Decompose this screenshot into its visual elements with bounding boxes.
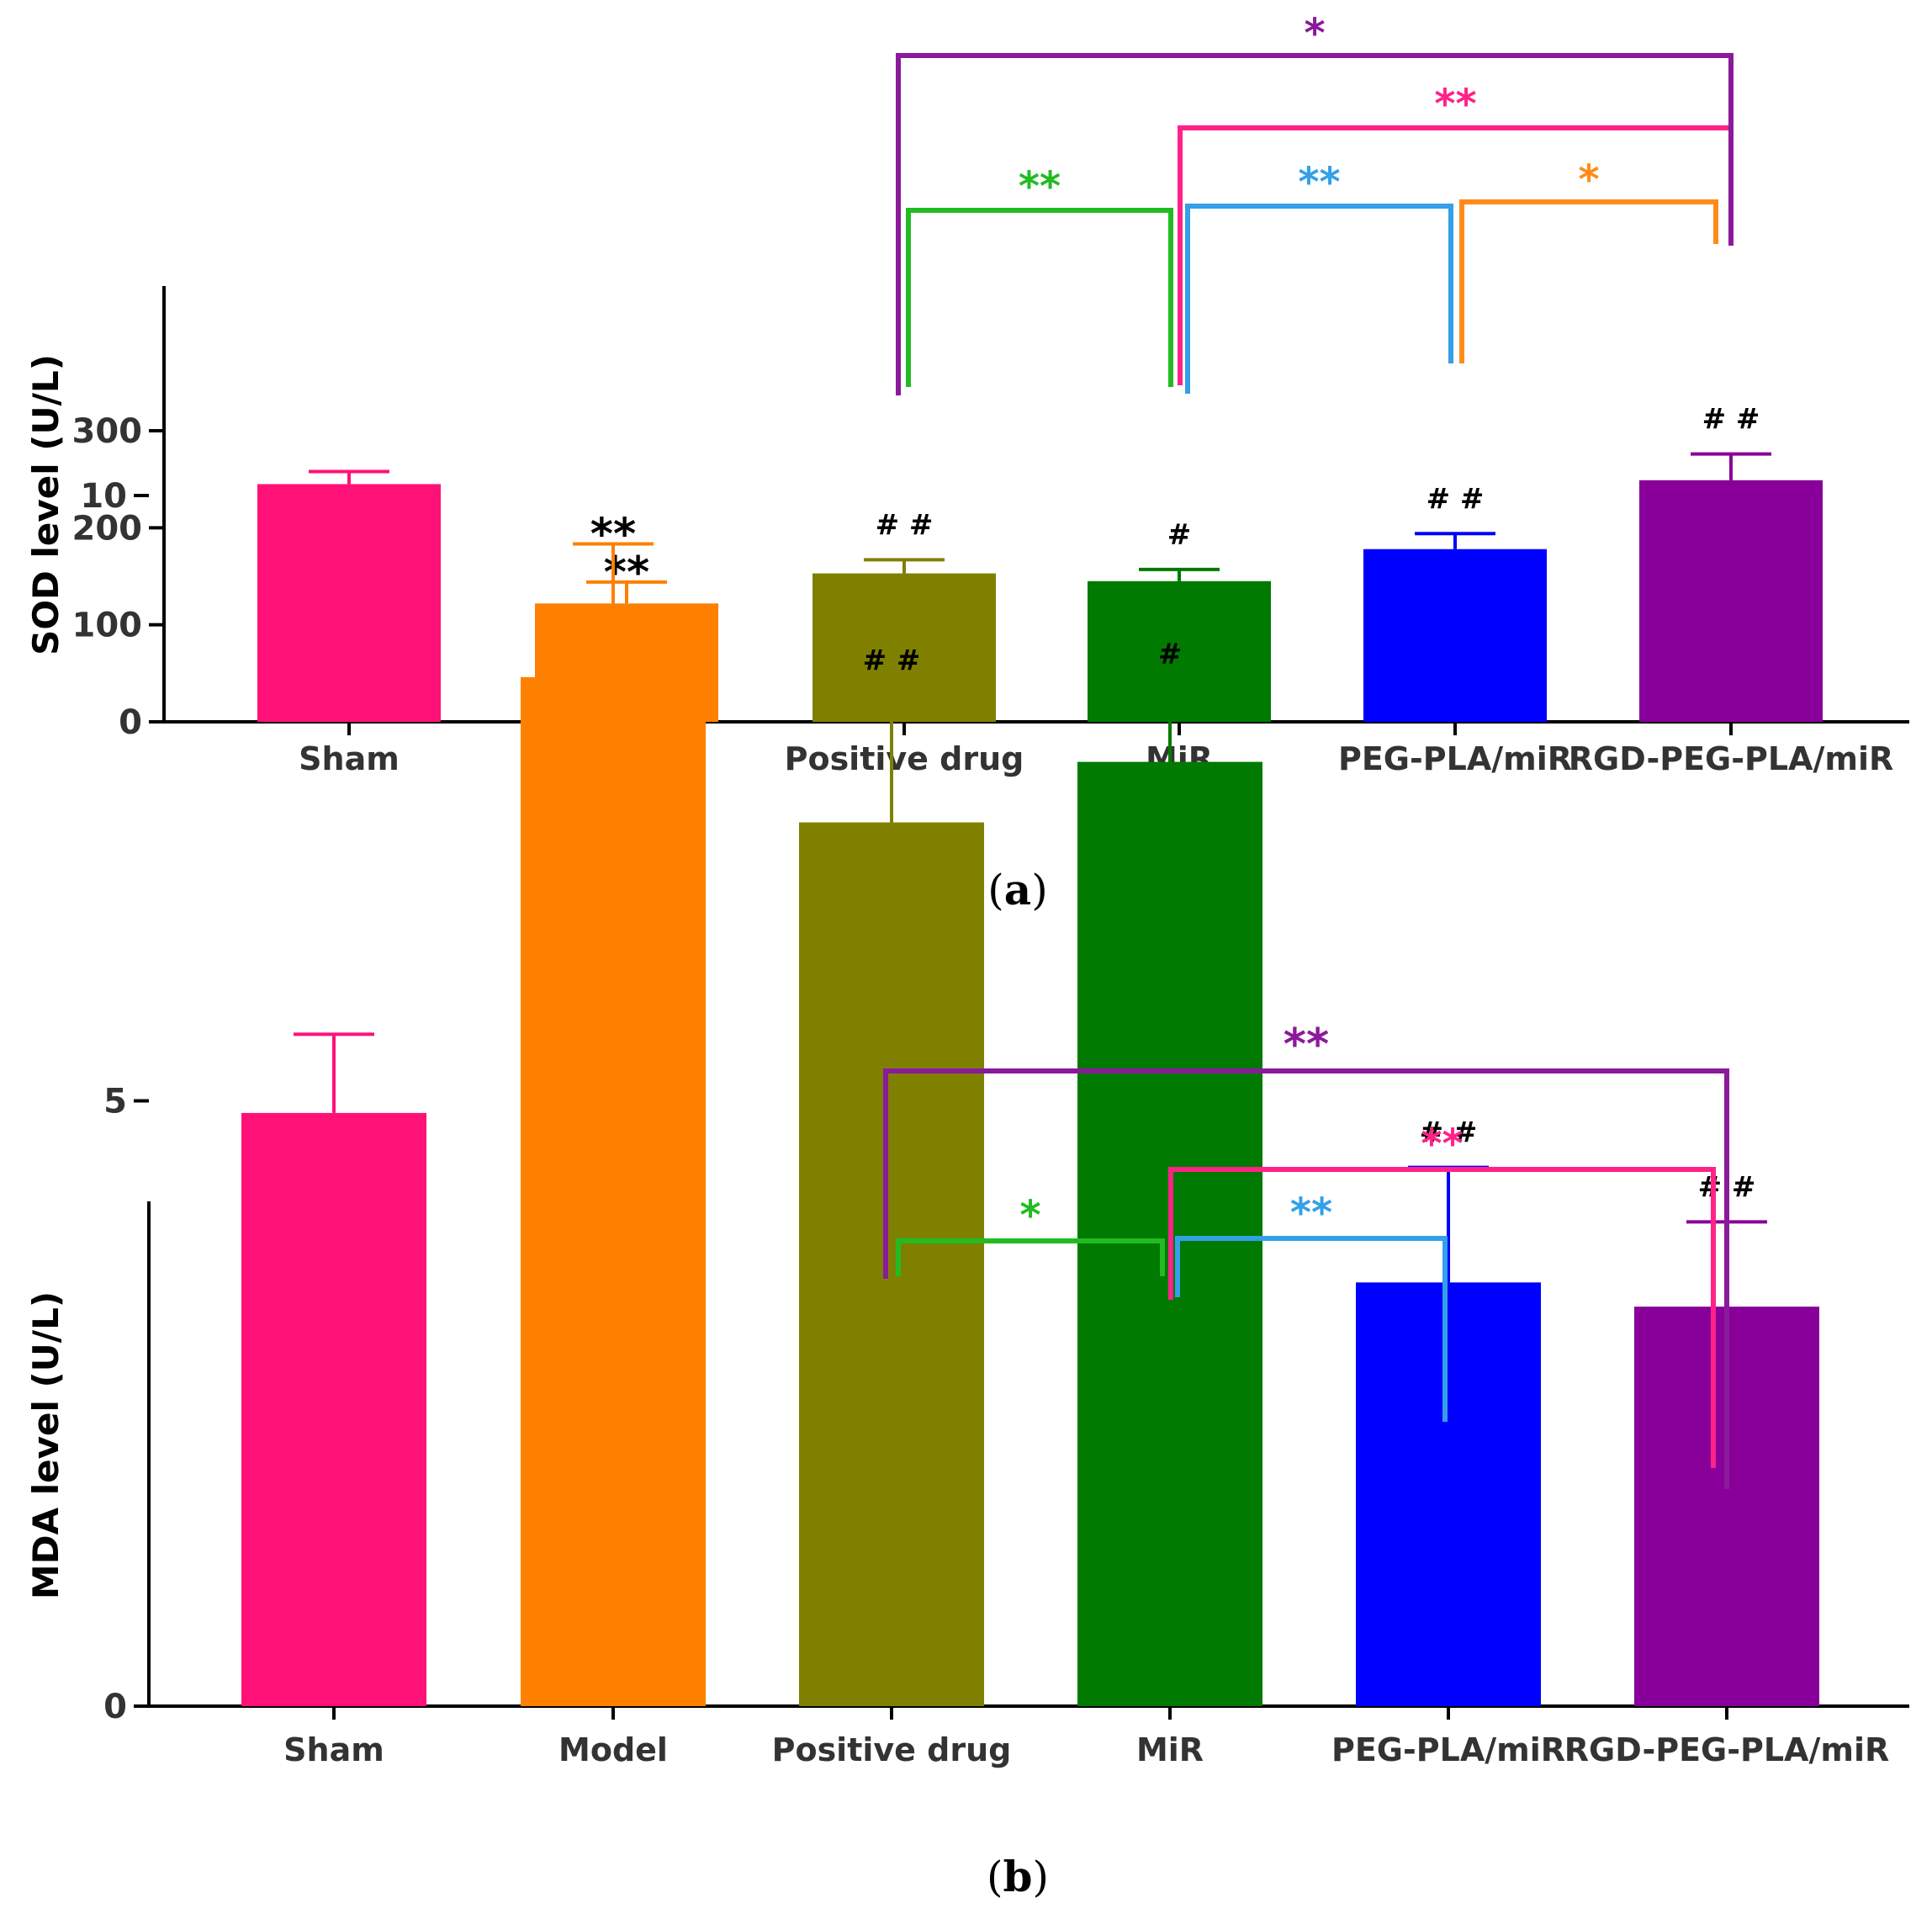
y-axis-title: SOD level (U/L) [25, 354, 66, 655]
y-tick-label: 0 [103, 1688, 127, 1726]
bracket-significance-label: ** [1298, 159, 1340, 206]
significance-star: ** [604, 548, 649, 598]
comparison-bracket [883, 1068, 1729, 1489]
bracket-significance-label: ** [1284, 1020, 1329, 1070]
category-label: RGD-PEG-PLA/miR [1564, 1731, 1889, 1768]
comparison-bracket [1168, 1167, 1716, 1468]
bracket-significance-label: ** [1290, 1190, 1332, 1237]
category-label: Model [558, 1731, 668, 1768]
y-axis-title: MDA level (U/L) [25, 1291, 66, 1599]
category-label: RGD-PEG-PLA/miR [1569, 740, 1893, 777]
bar [812, 573, 996, 722]
y-tick-label: 300 [72, 412, 143, 451]
comparison-bracket [1178, 125, 1734, 385]
bar [799, 822, 984, 1706]
bar [1639, 480, 1823, 722]
significance-hash: # # [1427, 482, 1485, 516]
significance-star: ** [590, 510, 636, 560]
category-label: Sham [299, 740, 400, 777]
chart-mda: 0 5 10 MDA level (U/L) Sham Model ** Positive d… [25, 477, 1909, 1901]
comparison-bracket [896, 1238, 1165, 1276]
comparison-bracket [1175, 1236, 1448, 1422]
bracket-significance-label: ** [1434, 81, 1476, 128]
comparison-bracket [896, 53, 1734, 395]
y-tick-label: 100 [72, 607, 143, 645]
category-label: MiR [1136, 1731, 1204, 1768]
bracket-significance-label: * [1578, 156, 1599, 204]
category-label: PEG-PLA/miR [1331, 1731, 1565, 1768]
significance-hash: # [1167, 518, 1192, 552]
comparison-bracket [906, 208, 1173, 387]
bar [1356, 1282, 1541, 1706]
bracket-significance-label: ** [1019, 163, 1061, 210]
bar [257, 484, 441, 722]
significance-hash: # # [863, 644, 921, 677]
category-label: PEG-PLA/miR [1338, 740, 1572, 777]
comparison-bracket [1459, 199, 1718, 363]
y-tick-label: 5 [103, 1083, 127, 1121]
significance-hash: # # [876, 508, 934, 542]
bar [241, 1112, 426, 1706]
significance-hash: # [1158, 638, 1183, 671]
bar [521, 676, 706, 1706]
significance-hash: # # [1420, 1116, 1478, 1150]
panel-label: (b) [987, 1852, 1049, 1901]
bar [1363, 549, 1547, 722]
category-label: Positive drug [772, 1731, 1012, 1768]
bar [1088, 580, 1271, 722]
bracket-significance-label: ** [1421, 1121, 1463, 1168]
panel-label: (a) [987, 865, 1047, 914]
comparison-bracket [1185, 204, 1453, 394]
y-tick-label: 0 [119, 703, 142, 742]
category-label: Sham [283, 1731, 384, 1768]
bracket-significance-label: * [1304, 10, 1325, 57]
y-tick-label: 10 [80, 477, 127, 516]
bracket-significance-label: * [1019, 1192, 1040, 1239]
y-tick-label: 200 [72, 509, 143, 548]
category-label: Positive drug [785, 740, 1024, 777]
significance-hash: # # [1702, 403, 1760, 437]
